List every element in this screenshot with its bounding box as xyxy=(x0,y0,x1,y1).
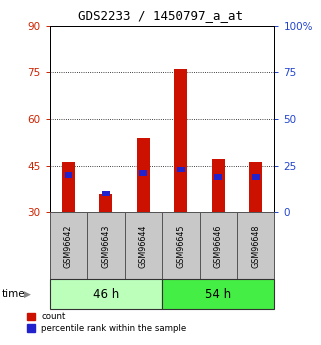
Bar xyxy=(212,159,225,212)
Text: 54 h: 54 h xyxy=(205,288,231,300)
Bar xyxy=(100,194,112,212)
Bar xyxy=(200,212,237,279)
Text: 46 h: 46 h xyxy=(93,288,119,300)
Bar xyxy=(252,174,260,179)
Bar xyxy=(237,212,274,279)
Text: GSM96648: GSM96648 xyxy=(251,224,260,267)
Bar xyxy=(162,212,200,279)
Legend: count, percentile rank within the sample: count, percentile rank within the sample xyxy=(27,312,187,333)
Text: ▶: ▶ xyxy=(24,289,31,299)
Bar xyxy=(139,170,147,176)
Bar xyxy=(50,212,87,279)
Text: GSM96642: GSM96642 xyxy=(64,224,73,268)
Bar xyxy=(102,191,110,196)
Bar xyxy=(249,162,262,212)
Text: time: time xyxy=(2,289,25,299)
Bar xyxy=(137,138,150,212)
Text: GDS2233 / 1450797_a_at: GDS2233 / 1450797_a_at xyxy=(78,9,243,22)
Bar xyxy=(65,172,73,178)
Text: GSM96643: GSM96643 xyxy=(101,224,110,267)
Bar xyxy=(162,279,274,309)
Text: GSM96646: GSM96646 xyxy=(214,224,223,267)
Bar xyxy=(62,162,75,212)
Bar xyxy=(125,212,162,279)
Text: GSM96644: GSM96644 xyxy=(139,224,148,267)
Bar xyxy=(214,174,222,179)
Bar xyxy=(87,212,125,279)
Bar xyxy=(50,279,162,309)
Text: GSM96645: GSM96645 xyxy=(176,224,185,268)
Bar xyxy=(177,167,185,172)
Bar xyxy=(174,69,187,212)
